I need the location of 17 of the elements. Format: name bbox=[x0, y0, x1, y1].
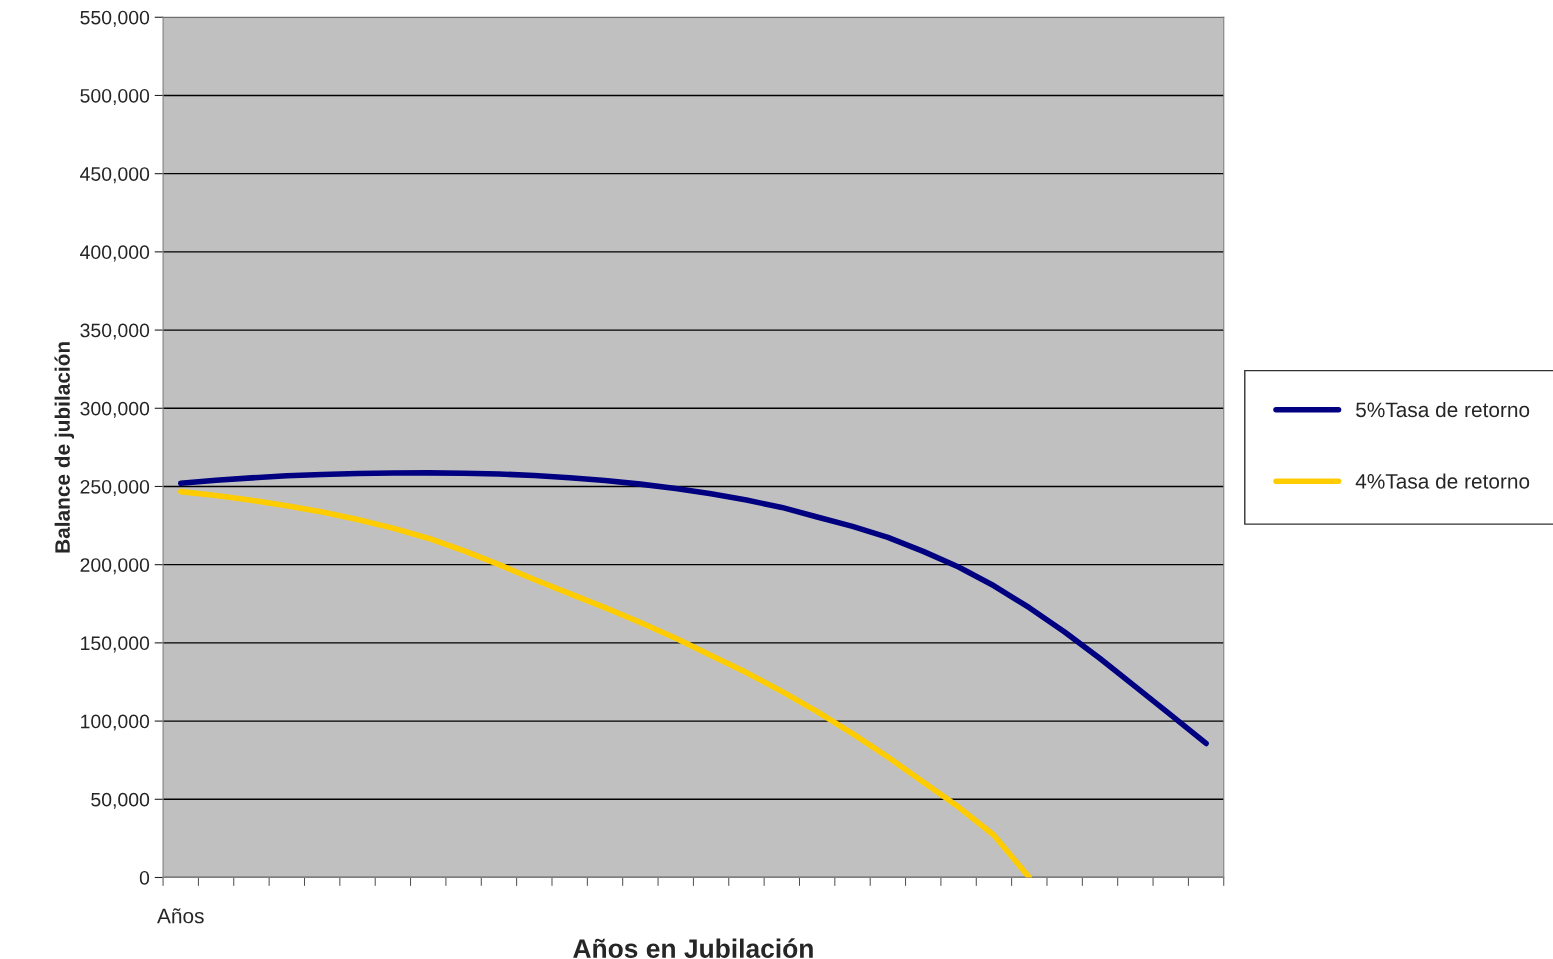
x-axis-title: Años en Jubilación bbox=[573, 938, 813, 958]
legend-label: 4%Tasa de retorno bbox=[1355, 473, 1530, 489]
y-tick-label: 500,000 bbox=[80, 88, 150, 105]
y-tick-label: 250,000 bbox=[80, 479, 150, 497]
x-tick-label: Años bbox=[157, 908, 204, 924]
y-tick-label: 150,000 bbox=[81, 636, 150, 653]
y-axis-title: Balance de jubilación bbox=[54, 342, 75, 553]
y-tick-label: 550,000 bbox=[80, 10, 150, 27]
y-tick-label: 0 bbox=[139, 870, 150, 885]
y-tick-label: 300,000 bbox=[80, 401, 150, 418]
legend-label: 5%Tasa de retorno bbox=[1356, 401, 1530, 418]
y-tick-label: 450,000 bbox=[80, 167, 150, 184]
y-tick-label: 100,000 bbox=[81, 714, 150, 731]
y-tick-label: 350,000 bbox=[80, 323, 150, 340]
y-tick-label: 400,000 bbox=[80, 245, 150, 262]
y-tick-label: 50,000 bbox=[91, 792, 150, 809]
y-tick-label: 200,000 bbox=[80, 558, 150, 575]
